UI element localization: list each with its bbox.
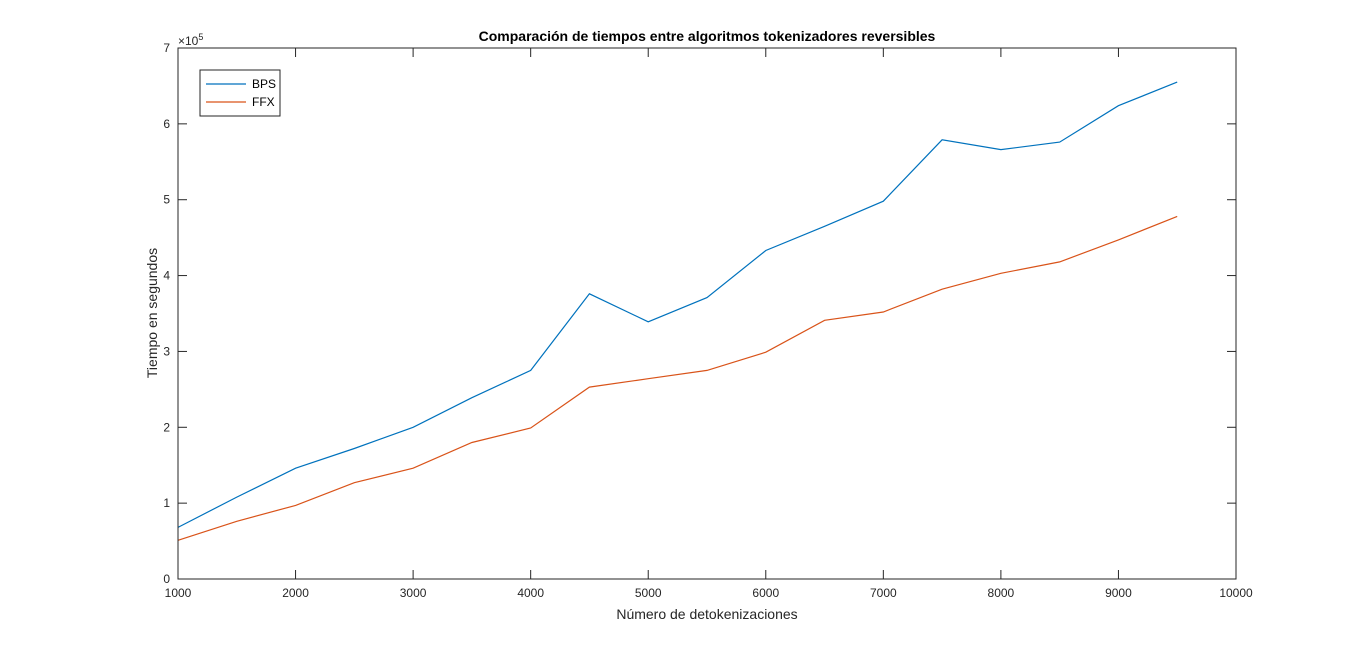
y-tick-label: 1: [163, 496, 170, 510]
legend-label-bps: BPS: [252, 77, 276, 91]
series-line-bps: [177, 81, 1178, 528]
y-tick-label: 2: [163, 420, 170, 434]
y-tick-label: 4: [163, 269, 170, 283]
legend: BPS FFX: [199, 69, 281, 117]
y-axis: 0 1 2 3 4 5 6 7: [163, 41, 1236, 586]
x-tick-label: 2000: [282, 586, 309, 600]
x-tick-label: 8000: [988, 586, 1015, 600]
y-tick-label: 6: [163, 117, 170, 131]
x-axis: 1000 2000 3000 4000 5000 6000 7000 8000 9000 1000…: [165, 48, 1253, 600]
plot-area: [178, 48, 1236, 579]
x-tick-label: 7000: [870, 586, 897, 600]
x-tick-label: 6000: [752, 586, 779, 600]
chart-title: Comparación de tiempos entre algoritmos …: [479, 28, 936, 44]
y-exponent-base: ×10: [178, 34, 199, 48]
x-tick-label: 1000: [165, 586, 192, 600]
y-tick-label: 7: [163, 41, 170, 55]
y-exponent-power: 5: [198, 32, 203, 42]
y-tick-label: 3: [163, 344, 170, 358]
svg-text:×105: ×105: [178, 32, 203, 48]
legend-box: [199, 69, 281, 117]
series-layer: [177, 81, 1178, 541]
x-axis-label: Número de detokenizaciones: [616, 606, 797, 622]
x-tick-label: 9000: [1105, 586, 1132, 600]
y-axis-label: Tiempo en segundos: [144, 248, 160, 378]
y-tick-label: 0: [163, 572, 170, 586]
axes-box: [177, 47, 1237, 580]
y-axis-exponent: ×105: [178, 32, 203, 48]
x-tick-label: 4000: [517, 586, 544, 600]
y-tick-label: 5: [163, 193, 170, 207]
series-line-ffx: [177, 215, 1178, 541]
x-tick-label: 10000: [1219, 586, 1253, 600]
x-tick-label: 3000: [400, 586, 427, 600]
x-tick-label: 5000: [635, 586, 662, 600]
legend-label-ffx: FFX: [252, 95, 275, 109]
